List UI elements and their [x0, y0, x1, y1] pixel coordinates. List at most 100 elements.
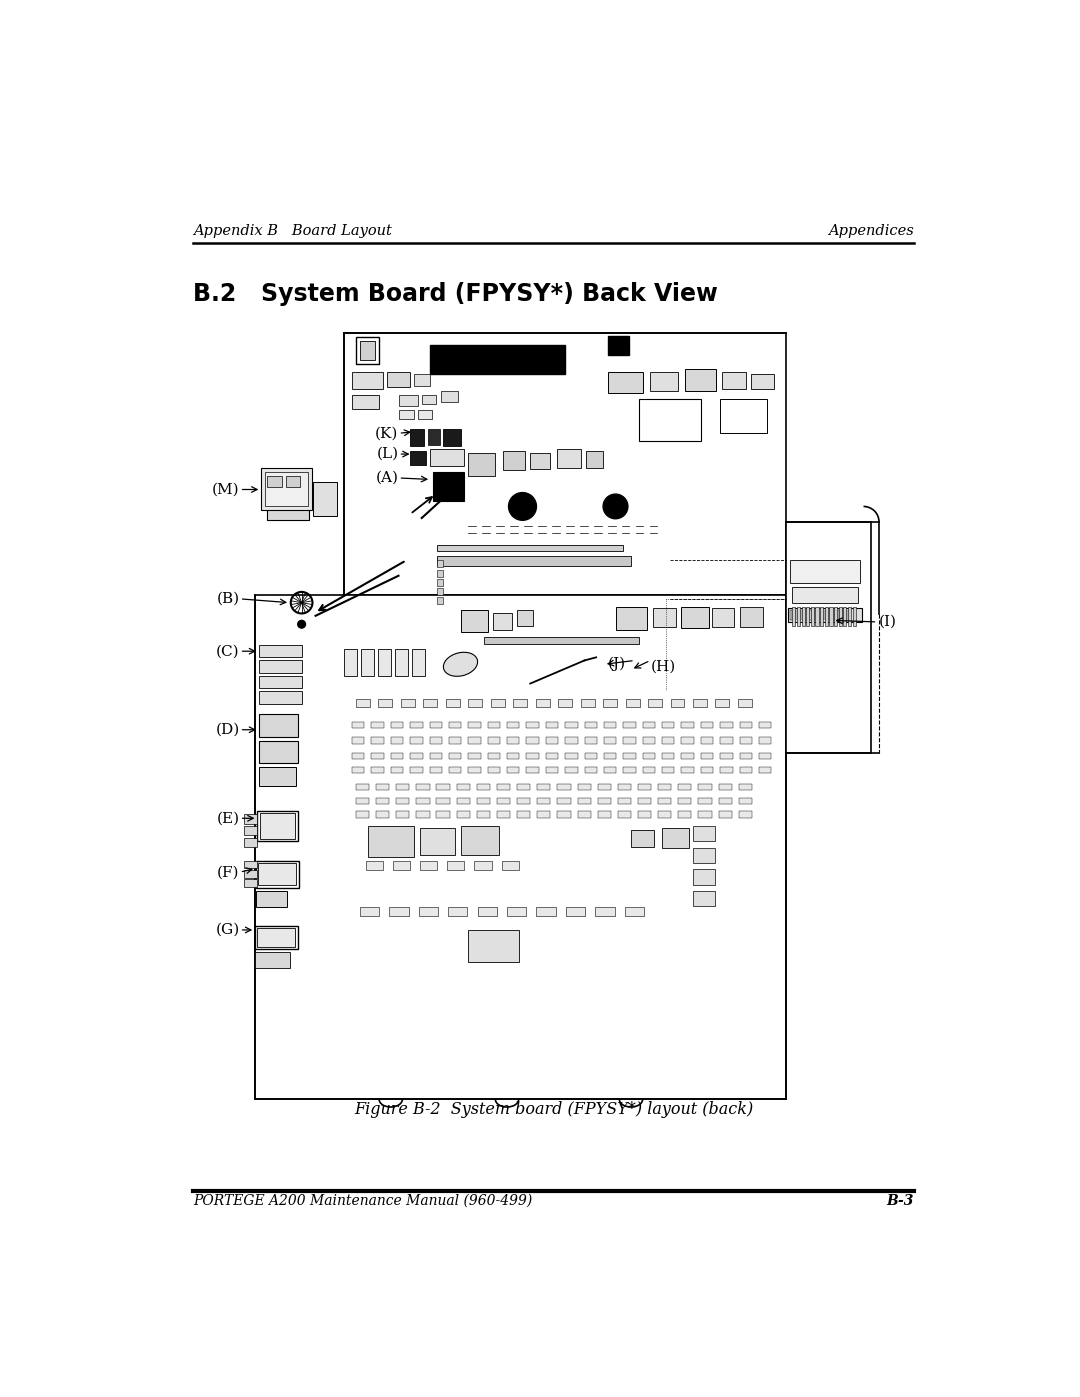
- Bar: [488, 738, 500, 743]
- Bar: [410, 429, 424, 447]
- Bar: [557, 812, 570, 817]
- Bar: [701, 722, 713, 728]
- Bar: [566, 907, 585, 916]
- Text: (F): (F): [217, 865, 240, 879]
- Bar: [811, 606, 814, 626]
- Bar: [352, 738, 364, 743]
- Text: (H): (H): [650, 659, 676, 673]
- Bar: [437, 545, 623, 550]
- Bar: [839, 606, 841, 626]
- Bar: [256, 891, 287, 907]
- Bar: [623, 738, 636, 743]
- Bar: [447, 861, 464, 870]
- Bar: [469, 753, 481, 759]
- Bar: [536, 698, 550, 707]
- Bar: [396, 798, 409, 803]
- Bar: [848, 609, 850, 620]
- Bar: [430, 448, 464, 465]
- Bar: [430, 767, 442, 773]
- Bar: [243, 838, 257, 847]
- Bar: [469, 930, 518, 963]
- Bar: [416, 784, 430, 789]
- Bar: [720, 753, 732, 759]
- Bar: [410, 451, 426, 465]
- Text: Appendix B   Board Layout: Appendix B Board Layout: [193, 224, 392, 237]
- Bar: [740, 738, 752, 743]
- Bar: [396, 812, 409, 817]
- Bar: [352, 767, 364, 773]
- Bar: [420, 861, 437, 870]
- Text: B.2   System Board (FPYSY*) Back View: B.2 System Board (FPYSY*) Back View: [193, 282, 718, 306]
- Bar: [843, 606, 847, 626]
- Bar: [457, 812, 470, 817]
- Bar: [793, 606, 795, 626]
- Bar: [507, 907, 526, 916]
- Text: (J): (J): [608, 657, 626, 672]
- Circle shape: [509, 493, 537, 520]
- Bar: [260, 813, 296, 840]
- Bar: [581, 698, 595, 707]
- Bar: [786, 522, 872, 753]
- Bar: [658, 812, 672, 817]
- Bar: [815, 606, 819, 626]
- Bar: [360, 907, 379, 916]
- Bar: [806, 606, 809, 626]
- Bar: [740, 767, 752, 773]
- Bar: [631, 830, 654, 847]
- Bar: [586, 451, 603, 468]
- Bar: [715, 698, 729, 707]
- Bar: [643, 722, 656, 728]
- Bar: [623, 722, 636, 728]
- Bar: [845, 609, 847, 620]
- Bar: [836, 609, 839, 620]
- Bar: [623, 753, 636, 759]
- Bar: [372, 753, 383, 759]
- Bar: [433, 472, 464, 502]
- Bar: [545, 722, 558, 728]
- Bar: [693, 826, 715, 841]
- Bar: [399, 395, 418, 407]
- Bar: [718, 784, 732, 789]
- Bar: [517, 798, 530, 803]
- Bar: [825, 606, 828, 626]
- Bar: [259, 692, 301, 704]
- Bar: [545, 753, 558, 759]
- Bar: [789, 609, 793, 620]
- Bar: [420, 828, 455, 855]
- Bar: [662, 738, 674, 743]
- Bar: [356, 698, 369, 707]
- Bar: [578, 784, 591, 789]
- Bar: [604, 722, 617, 728]
- Bar: [356, 798, 369, 803]
- Bar: [362, 648, 374, 676]
- Bar: [399, 411, 414, 419]
- Bar: [530, 453, 550, 469]
- Bar: [545, 738, 558, 743]
- Bar: [410, 753, 422, 759]
- Bar: [360, 341, 375, 360]
- Bar: [488, 722, 500, 728]
- Bar: [430, 345, 565, 374]
- Bar: [794, 609, 796, 620]
- Bar: [638, 812, 651, 817]
- Bar: [718, 798, 732, 803]
- Bar: [497, 812, 510, 817]
- Bar: [578, 812, 591, 817]
- Bar: [255, 595, 786, 1099]
- Bar: [685, 369, 716, 391]
- Bar: [313, 482, 337, 517]
- Bar: [526, 738, 539, 743]
- Bar: [345, 334, 786, 595]
- Bar: [789, 560, 860, 584]
- Bar: [604, 738, 617, 743]
- Bar: [662, 753, 674, 759]
- Bar: [503, 451, 525, 471]
- Bar: [372, 722, 383, 728]
- Bar: [476, 798, 490, 803]
- Bar: [366, 861, 383, 870]
- Bar: [652, 608, 676, 627]
- Bar: [393, 861, 410, 870]
- Bar: [759, 767, 771, 773]
- Bar: [257, 810, 298, 841]
- Bar: [693, 891, 715, 907]
